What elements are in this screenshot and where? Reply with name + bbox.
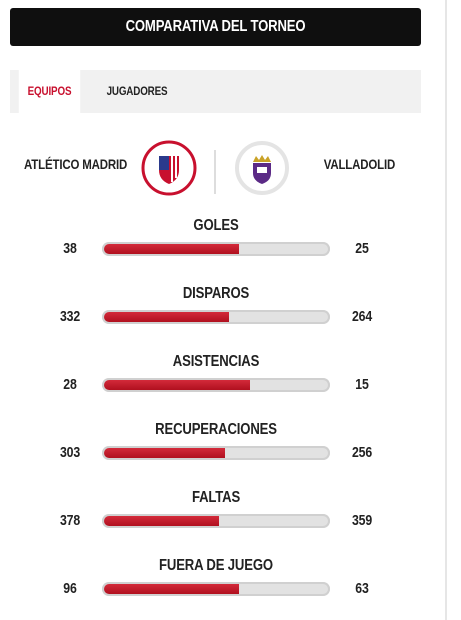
stat-value: 256 (351, 444, 373, 461)
team-logo (235, 141, 289, 195)
stat-value: 15 (355, 376, 369, 393)
team-logo (141, 140, 197, 196)
stat-label: RECUPERACIONES (155, 421, 277, 438)
stat-bar-fill (104, 312, 229, 322)
stat-value: 359 (351, 512, 373, 529)
stat-label: FALTAS (191, 489, 241, 506)
stat-value: 63 (355, 580, 369, 597)
stat-value: 25 (355, 240, 369, 257)
stat-value: 96 (63, 580, 77, 597)
stat-label: FUERA DE JUEGO (159, 557, 273, 574)
stat-bar (102, 582, 330, 596)
header: COMPARATIVA DEL TORNEO (10, 8, 421, 46)
tab-bar: EQUIPOS JUGADORES (10, 70, 421, 113)
stat-value: 332 (59, 308, 81, 325)
stat-label: GOLES (193, 217, 239, 234)
stat-label: ASISTENCIAS (172, 353, 260, 370)
title: COMPARATIVA DEL TORNEO (125, 18, 306, 35)
stat-bar (102, 310, 330, 324)
stat-value: 28 (63, 376, 77, 393)
stat-bar (102, 242, 330, 256)
stat-bar (102, 446, 330, 460)
stat-bar-fill (104, 380, 250, 390)
stat-bar (102, 378, 330, 392)
stat-bar-fill (104, 516, 219, 526)
stat-bar-fill (104, 448, 226, 458)
tab[interactable]: EQUIPOS (18, 70, 81, 113)
separator (214, 150, 216, 194)
divider (445, 0, 447, 620)
stat-value: 264 (351, 308, 373, 325)
team-name: VALLADOLID (323, 156, 396, 172)
stat-bar-fill (104, 584, 240, 594)
team-name: ATLÉTICO MADRID (24, 156, 128, 172)
stat-value: 303 (59, 444, 81, 461)
stat-label: DISPAROS (182, 285, 250, 302)
stat-bar (102, 514, 330, 528)
stat-value: 38 (63, 240, 77, 257)
tab[interactable]: JUGADORES (106, 84, 168, 98)
stat-bar-fill (104, 244, 240, 254)
stat-value: 378 (59, 512, 81, 529)
